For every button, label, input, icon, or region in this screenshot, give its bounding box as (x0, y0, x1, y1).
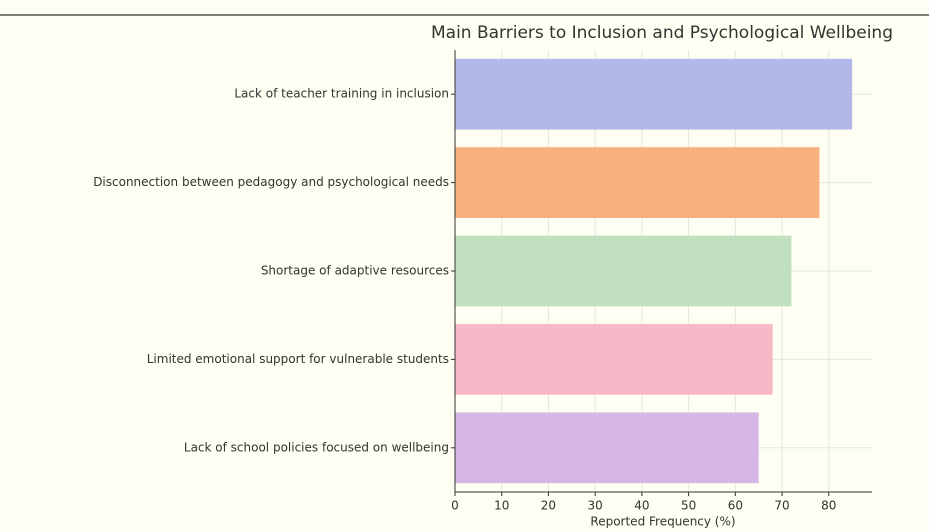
x-tick-label: 70 (774, 499, 789, 513)
bar (455, 324, 773, 395)
x-tick-label: 40 (634, 499, 649, 513)
bar (455, 58, 853, 130)
x-tick-label: 80 (821, 499, 836, 513)
x-tick-label: 60 (728, 499, 743, 513)
x-tick-label: 50 (681, 499, 696, 513)
y-tick-label: Disconnection between pedagogy and psych… (93, 175, 449, 189)
x-tick-label: 20 (541, 499, 556, 513)
x-tick-label: 30 (588, 499, 603, 513)
chart-title: Main Barriers to Inclusion and Psycholog… (431, 23, 893, 43)
x-axis-label: Reported Frequency (%) (590, 515, 735, 529)
y-tick-label: Limited emotional support for vulnerable… (147, 352, 449, 366)
y-tick-label: Lack of school policies focused on wellb… (184, 440, 449, 454)
bar (455, 147, 820, 218)
bar (455, 412, 759, 484)
x-tick-label: 0 (451, 499, 459, 513)
bar (455, 235, 792, 307)
y-tick-label: Shortage of adaptive resources (261, 264, 449, 278)
x-tick-label: 10 (494, 499, 509, 513)
y-tick-label: Lack of teacher training in inclusion (234, 87, 449, 101)
